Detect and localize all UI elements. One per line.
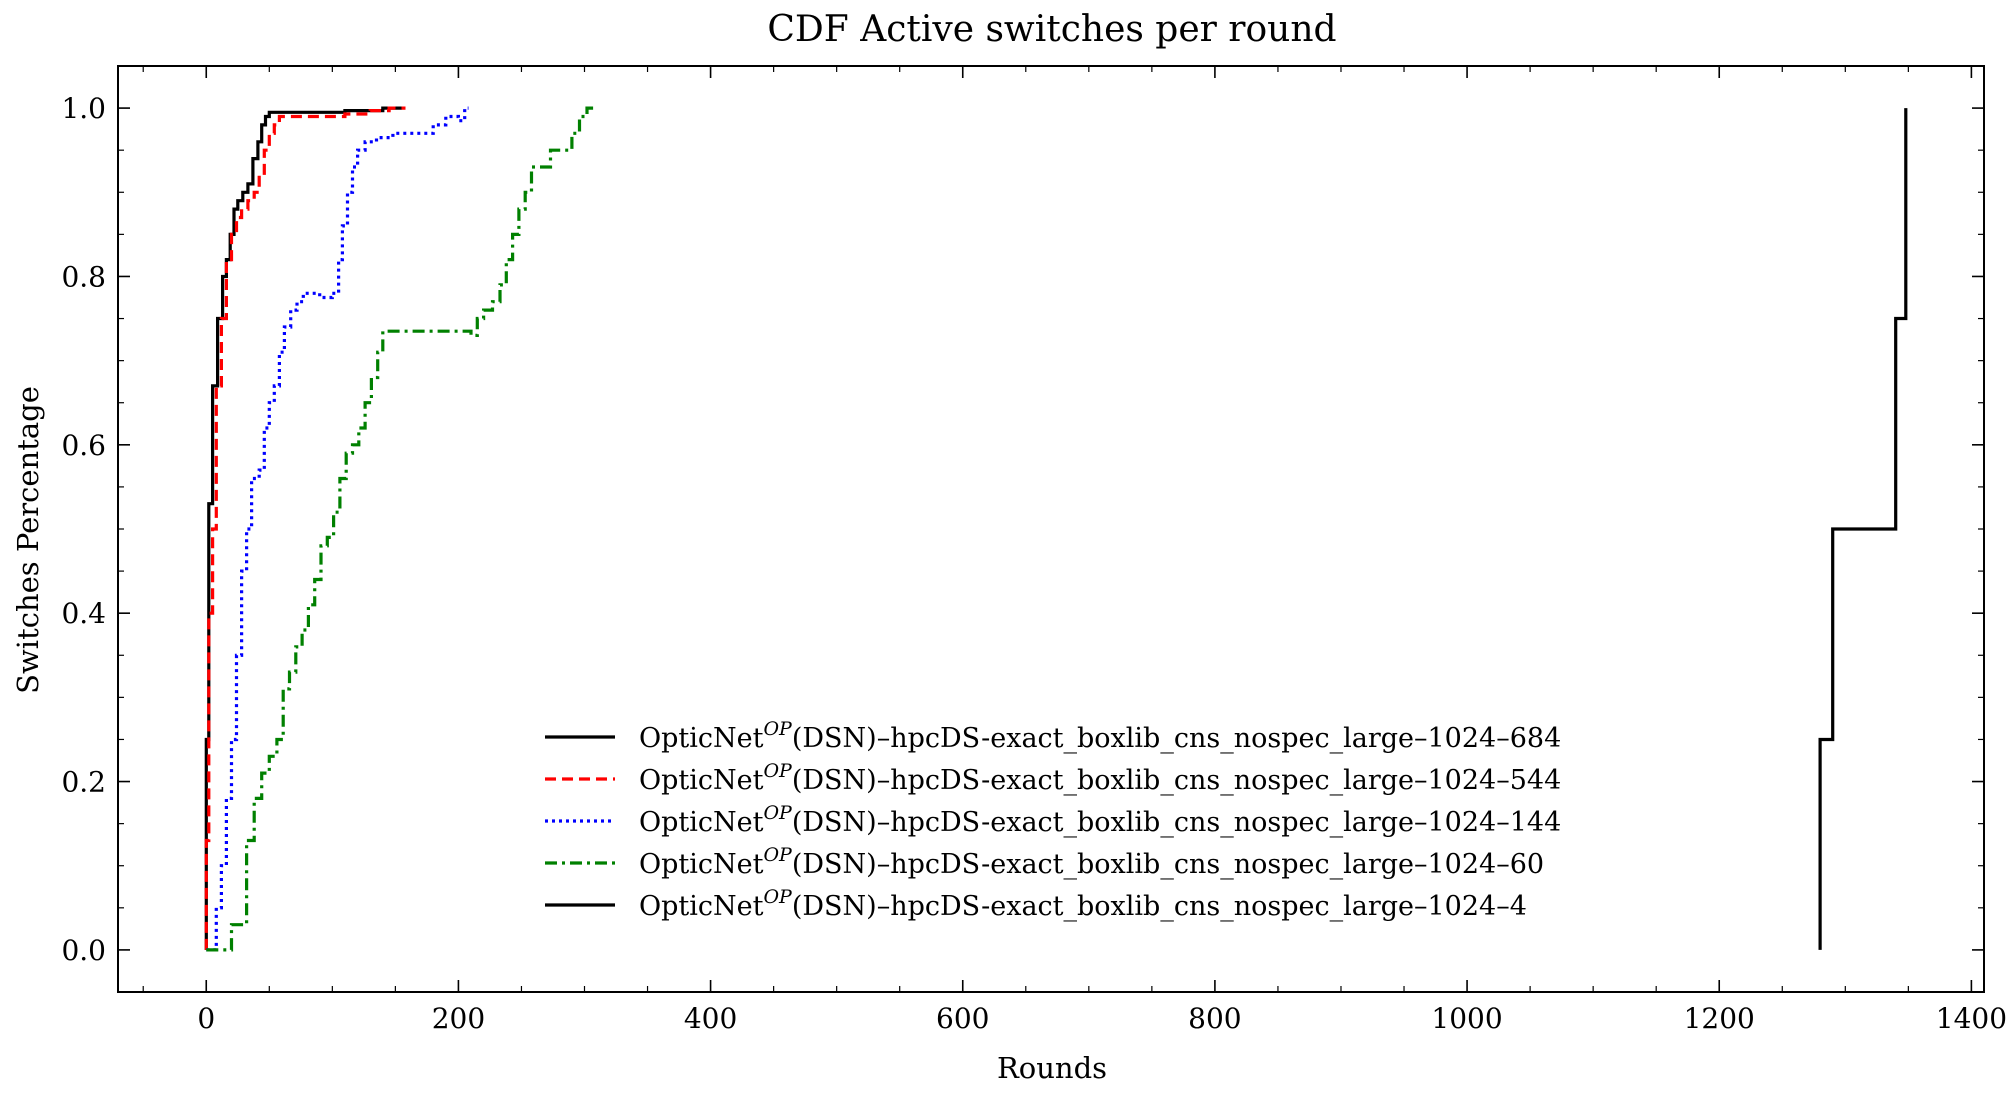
series-line-4 [206,106,595,952]
y-tick-label: 1.0 [61,92,106,125]
series-line-1 [204,106,402,950]
x-tick-label: 1200 [1684,1002,1755,1035]
y-tick-label: 0.6 [61,429,106,462]
y-tick-label: 0.0 [61,934,106,967]
plot-area: 0 200 400 600 800 1000 1200 1400 0.0 0.2 0.4 0.6 0.8… [61,65,2007,1035]
x-tick-label: 1400 [1936,1002,2007,1035]
x-tick-label: 400 [684,1002,737,1035]
legend-label-3: OpticNetOP(DSN)–hpcDS-exact_boxlib_cns_n… [639,802,1561,838]
x-axis-label: Rounds [997,1051,1107,1085]
x-tick-label: 1000 [1431,1002,1502,1035]
y-tick-label: 0.8 [61,260,106,293]
series-line-2 [204,106,406,950]
legend-label-1: OpticNetOP(DSN)–hpcDS-exact_boxlib_cns_n… [639,718,1561,754]
series-line-5 [1818,108,1908,950]
x-tick-label: 0 [197,1002,215,1035]
y-axis-label: Switches Percentage [11,386,45,694]
legend-label-5: OpticNetOP(DSN)–hpcDS-exact_boxlib_cns_n… [639,886,1527,922]
series-line-3 [206,106,469,952]
legend-label-4: OpticNetOP(DSN)–hpcDS-exact_boxlib_cns_n… [639,844,1544,880]
x-tick-label: 800 [1188,1002,1241,1035]
legend: OpticNetOP(DSN)–hpcDS-exact_boxlib_cns_n… [545,718,1561,922]
legend-label-2: OpticNetOP(DSN)–hpcDS-exact_boxlib_cns_n… [639,760,1561,796]
x-tick-label: 600 [936,1002,989,1035]
chart-title: CDF Active switches per round [767,9,1336,50]
y-tick-label: 0.4 [61,597,106,630]
y-tick-label: 0.2 [61,766,106,799]
x-tick-label: 200 [432,1002,485,1035]
